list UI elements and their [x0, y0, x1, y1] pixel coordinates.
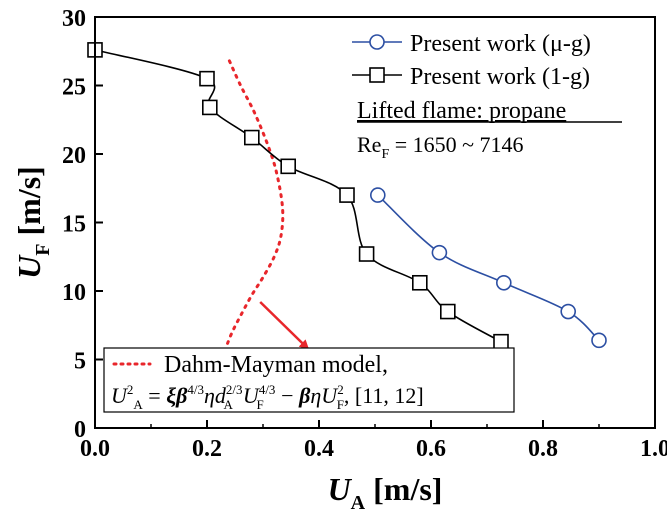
- model-equation: U2A = ξβ4/3ηd2/3 A U4/3 F − βηU2 F, [11, 12]: [111, 382, 424, 412]
- data-point-one-g: [202, 99, 218, 116]
- model-curve: [225, 59, 285, 348]
- legend-note-re: ReF = 1650 ~ 7146: [357, 132, 524, 162]
- y-tick-label: 30: [62, 6, 86, 32]
- x-tick-label: 1.0: [640, 436, 667, 462]
- data-point-micro-g: [591, 332, 607, 349]
- legend-square-marker: [369, 67, 385, 83]
- x-tick-label: 0.8: [528, 436, 558, 462]
- data-point-one-g: [280, 158, 297, 175]
- y-tick-label: 10: [62, 280, 86, 306]
- y-tick-label: 15: [62, 212, 86, 238]
- x-axis-symbol: U: [328, 471, 353, 507]
- re-range: = 1650 ~ 7146: [389, 132, 523, 157]
- y-axis-unit: [m/s]: [11, 166, 47, 243]
- x-axis-subscript: A: [351, 492, 366, 514]
- legend-entry-one-g: Present work (1-g): [352, 64, 590, 90]
- model-curve-group: [225, 59, 285, 348]
- model-arrow: [259, 301, 310, 350]
- model-refs: , [11, 12]: [344, 383, 424, 408]
- data-point-micro-g: [369, 187, 386, 203]
- data-point-one-g: [244, 129, 260, 146]
- series-line-one_g: [94, 49, 502, 343]
- series-group: [87, 42, 607, 350]
- y-tick-label: 25: [62, 75, 86, 101]
- re-symbol: Re: [357, 132, 381, 157]
- data-point-micro-g: [431, 244, 448, 261]
- data-point-one-g: [411, 274, 428, 291]
- legend-label-micro-g: Present work (μ-g): [410, 31, 591, 57]
- legend-note-title: Lifted flame: propane: [357, 98, 566, 124]
- x-axis-title: UA [m/s]: [328, 471, 443, 514]
- legend-entry-micro-g: Present work (μ-g): [352, 31, 591, 57]
- model-legend-box: [103, 347, 515, 413]
- data-point-one-g: [439, 303, 456, 320]
- y-tick-label: 20: [62, 143, 86, 169]
- data-point-one-g: [199, 70, 215, 87]
- y-axis-title: UF [m/s]: [11, 166, 54, 279]
- y-tick-label: 5: [74, 349, 86, 375]
- data-point-one-g: [493, 333, 509, 350]
- data-point-one-g: [358, 246, 375, 262]
- data-point-micro-g: [495, 274, 512, 291]
- y-axis-symbol: U: [11, 254, 47, 279]
- data-point-one-g: [339, 187, 355, 203]
- x-tick-label: 0.4: [304, 436, 334, 462]
- model-legend: Dahm-Mayman model, U2A = ξβ4/3ηd2/3 A U4/3…: [103, 347, 515, 413]
- legend-label-one-g: Present work (1-g): [410, 64, 590, 90]
- data-point-micro-g: [560, 303, 577, 320]
- x-tick-label: 0.2: [192, 436, 222, 462]
- y-tick-label: 0: [74, 417, 86, 443]
- x-tick-label: 0.6: [416, 436, 446, 462]
- model-arrow-group: [259, 301, 310, 350]
- axis-ticks: 0.0 0.2 0.4 0.6 0.8 1.0 0 5 10 15 20 25 30: [62, 6, 667, 462]
- legend: Present work (μ-g) Present work (1-g) Li…: [352, 31, 622, 162]
- re-subscript: F: [381, 147, 389, 162]
- y-axis-subscript: F: [32, 243, 54, 255]
- model-legend-label: Dahm-Mayman model,: [164, 352, 388, 378]
- x-axis-unit: [m/s]: [365, 471, 442, 507]
- legend-circle-marker: [369, 34, 385, 50]
- x-tick-label: 0.0: [80, 436, 110, 462]
